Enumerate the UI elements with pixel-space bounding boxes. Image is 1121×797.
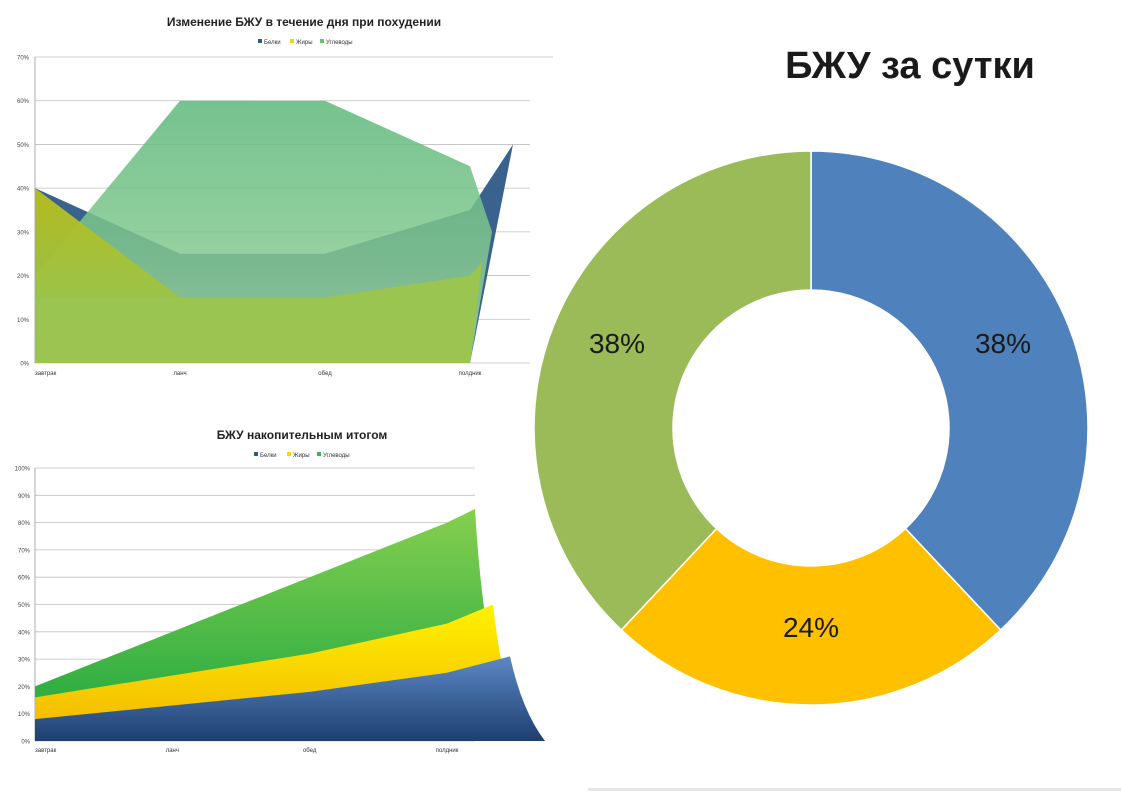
y-tick-label: 50% — [17, 143, 30, 149]
x-tick-label: обед — [303, 748, 317, 754]
y-tick-label: 20% — [17, 274, 30, 280]
chart-bju-cumulative: БЖУ накопительным итогом Белки Жиры Углевод… — [0, 420, 560, 792]
chart-bju-change-svg: Изменение БЖУ в течение дня при похудени… — [17, 15, 553, 377]
legend-label: Белки — [264, 40, 281, 46]
x-tick-label: завтрак — [35, 371, 57, 377]
area-belki — [35, 656, 545, 741]
y-tick-label: 30% — [17, 230, 30, 236]
y-tick-label: 10% — [17, 318, 30, 324]
donut-slice — [620, 527, 1002, 706]
data-label: 38% — [589, 328, 645, 359]
chart-title: Изменение БЖУ в течение дня при похудени… — [167, 15, 441, 29]
area-belki — [35, 188, 482, 363]
chart-bju-daily: БЖУ за сутки 38% 24% 38% — [520, 20, 1121, 792]
legend-label: Жиры — [293, 453, 310, 459]
donut-slice — [810, 150, 1089, 631]
x-tick-label: полдник — [459, 371, 482, 377]
legend: Белки Жиры Углеводы — [258, 39, 353, 46]
y-tick-label: 70% — [17, 56, 30, 62]
y-tick-label: 60% — [18, 576, 31, 582]
legend-swatch — [258, 39, 262, 43]
legend-swatch — [317, 452, 321, 456]
y-tick-label: 70% — [18, 548, 31, 554]
legend-swatch — [320, 39, 324, 43]
y-tick-label: 40% — [18, 630, 31, 636]
y-tick-label: 0% — [20, 362, 29, 368]
legend-swatch — [290, 39, 294, 43]
chart-bju-change: Изменение БЖУ в течение дня при похудени… — [0, 0, 560, 390]
chart-bju-cumulative-svg: БЖУ накопительным итогом Белки Жиры Углевод… — [15, 428, 545, 754]
y-tick-label: 20% — [18, 685, 31, 691]
data-label: 24% — [783, 612, 839, 643]
y-tick-label: 40% — [17, 187, 30, 193]
donut-slice — [533, 150, 812, 631]
y-tick-label: 50% — [18, 603, 31, 609]
bottom-divider — [588, 788, 1121, 791]
x-tick-label: полдник — [436, 748, 459, 754]
legend: Белки Жиры Углеводы — [254, 452, 350, 459]
x-tick-label: завтрак — [35, 748, 57, 754]
y-tick-label: 0% — [21, 740, 30, 746]
chart-title: БЖУ за сутки — [785, 45, 1035, 87]
legend-label: Белки — [260, 453, 277, 459]
legend-label: Углеводы — [326, 40, 353, 46]
x-tick-label: обед — [318, 371, 332, 377]
y-tick-label: 10% — [18, 712, 31, 718]
y-tick-label: 80% — [18, 521, 31, 527]
legend-swatch — [254, 452, 258, 456]
area-overlap — [35, 188, 180, 298]
y-tick-label: 90% — [18, 494, 31, 500]
x-tick-label: ланч — [173, 371, 186, 377]
data-label: 38% — [975, 328, 1031, 359]
chart-bju-daily-svg: БЖУ за сутки 38% 24% 38% — [533, 45, 1089, 706]
legend-swatch — [287, 452, 291, 456]
legend-label: Углеводы — [323, 453, 350, 459]
y-tick-label: 60% — [17, 99, 30, 105]
y-tick-label: 30% — [18, 658, 31, 664]
x-tick-label: ланч — [166, 748, 179, 754]
y-tick-label: 100% — [15, 467, 31, 473]
legend-label: Жиры — [296, 40, 313, 46]
chart-title: БЖУ накопительным итогом — [217, 428, 388, 442]
